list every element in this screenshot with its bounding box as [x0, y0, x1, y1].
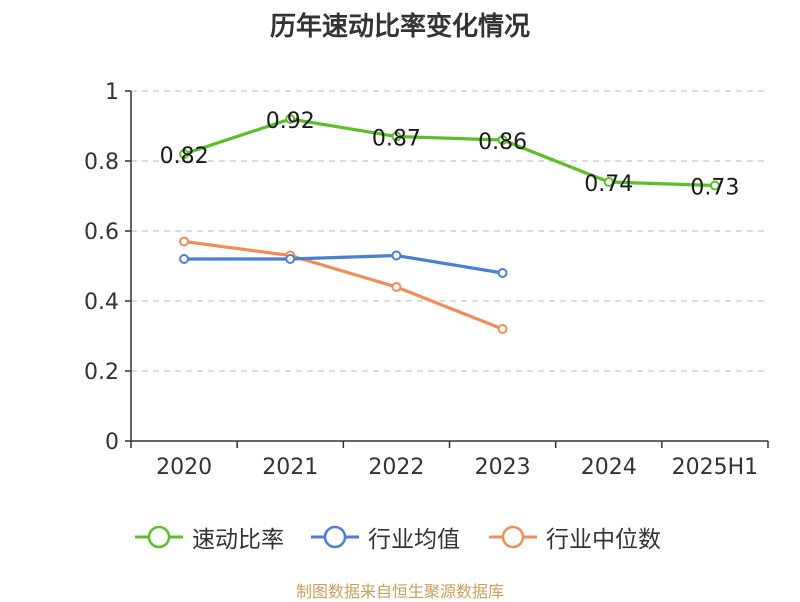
- y-tick-label: 0: [105, 430, 119, 455]
- axes: [125, 90, 769, 448]
- y-tick-label: 0.2: [84, 360, 119, 385]
- legend-line-marker-icon: [135, 525, 183, 549]
- x-tick-label: 2024: [581, 455, 637, 480]
- data-point: [391, 131, 402, 142]
- data-label: 0.73: [690, 176, 739, 201]
- data-point: [497, 268, 508, 278]
- data-point: [391, 282, 402, 292]
- data-label: 0.82: [160, 144, 209, 169]
- series-points: [179, 114, 720, 334]
- data-point: [179, 236, 190, 247]
- legend-line-marker-icon: [311, 525, 359, 549]
- legend-item[interactable]: 行业中位数: [488, 519, 661, 555]
- x-tick-label: 2020: [156, 455, 212, 480]
- data-label: 0.86: [478, 130, 527, 155]
- y-tick-labels: 0 0.2 0.4 0.6 0.8 1: [84, 80, 119, 455]
- data-point: [285, 114, 296, 124]
- legend-label: 速动比率: [192, 527, 284, 553]
- data-point: [497, 324, 508, 334]
- data-point: [497, 135, 508, 145]
- y-tick-label: 0.4: [84, 290, 119, 315]
- legend-label: 行业中位数: [546, 527, 661, 553]
- x-tick-labels: 2020 2021 2022 2023 2024 2025H1: [156, 455, 758, 480]
- x-tick-label: 2022: [368, 455, 424, 480]
- grid-lines: [131, 90, 768, 372]
- data-label: 0.74: [584, 172, 633, 197]
- series-line: [182, 239, 505, 331]
- y-tick-label: 0.8: [84, 150, 119, 175]
- data-point: [709, 180, 720, 191]
- legend: 速动比率 行业均值 行业中位数: [0, 519, 800, 555]
- series-line: [182, 117, 717, 188]
- data-point: [391, 250, 402, 261]
- data-label: 0.92: [266, 109, 315, 134]
- data-point: [179, 254, 190, 264]
- data-labels: 0.82 0.92 0.87 0.86 0.74 0.73: [160, 109, 740, 201]
- data-point: [603, 177, 614, 187]
- source-note: 制图数据来自恒生聚源数据库: [295, 582, 504, 601]
- legend-item[interactable]: 行业均值: [310, 519, 460, 555]
- series-lines: [182, 117, 717, 331]
- y-tick-label: 0.6: [84, 220, 119, 245]
- series-line: [182, 253, 505, 275]
- x-tick-label: 2025H1: [672, 455, 759, 480]
- data-label: 0.87: [372, 127, 421, 152]
- legend-label: 行业均值: [368, 527, 460, 553]
- legend-line-marker-icon: [489, 525, 537, 549]
- x-tick-label: 2023: [475, 455, 531, 480]
- chart-title: 历年速动比率变化情况: [269, 12, 530, 42]
- legend-item[interactable]: 速动比率: [134, 519, 284, 555]
- data-point: [285, 254, 296, 264]
- y-tick-label: 1: [105, 80, 119, 105]
- x-tick-label: 2021: [262, 455, 318, 480]
- data-point: [179, 149, 190, 159]
